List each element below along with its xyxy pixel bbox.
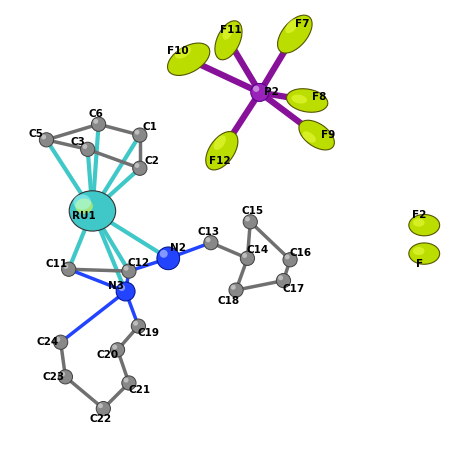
Ellipse shape (98, 403, 103, 408)
Ellipse shape (122, 264, 136, 278)
Ellipse shape (299, 120, 334, 150)
Ellipse shape (157, 247, 180, 270)
Ellipse shape (131, 319, 146, 333)
Text: C5: C5 (28, 129, 44, 139)
Ellipse shape (413, 219, 425, 227)
Ellipse shape (82, 144, 87, 149)
Ellipse shape (276, 273, 291, 288)
Text: F10: F10 (167, 46, 189, 56)
Ellipse shape (278, 275, 283, 280)
Ellipse shape (160, 250, 168, 258)
Text: F9: F9 (321, 130, 336, 140)
Text: N3: N3 (108, 281, 124, 291)
Ellipse shape (243, 215, 257, 229)
Text: C11: C11 (46, 259, 68, 270)
Text: F12: F12 (209, 156, 230, 166)
Text: C20: C20 (96, 350, 118, 361)
Ellipse shape (124, 378, 128, 383)
Ellipse shape (69, 191, 116, 231)
Ellipse shape (409, 243, 439, 264)
Ellipse shape (112, 345, 117, 349)
Ellipse shape (118, 284, 125, 291)
Ellipse shape (283, 253, 297, 267)
Ellipse shape (135, 163, 139, 168)
Ellipse shape (124, 266, 128, 271)
Ellipse shape (175, 46, 191, 58)
Text: C15: C15 (242, 206, 264, 217)
Text: RU1: RU1 (72, 210, 96, 221)
Ellipse shape (41, 135, 46, 139)
Ellipse shape (302, 131, 316, 143)
Ellipse shape (60, 372, 65, 376)
Text: F2: F2 (412, 210, 427, 220)
Ellipse shape (240, 251, 255, 265)
Text: C16: C16 (290, 247, 311, 258)
Ellipse shape (167, 43, 210, 75)
Text: C2: C2 (144, 156, 159, 166)
Text: C24: C24 (36, 337, 58, 347)
Ellipse shape (223, 25, 233, 40)
Ellipse shape (54, 335, 68, 349)
Ellipse shape (413, 247, 425, 255)
Text: C18: C18 (218, 295, 240, 306)
Ellipse shape (253, 86, 259, 92)
Ellipse shape (409, 214, 439, 236)
Text: F11: F11 (220, 25, 242, 35)
Ellipse shape (58, 370, 73, 384)
Text: F: F (416, 259, 423, 269)
Text: N2: N2 (170, 243, 186, 253)
Ellipse shape (91, 117, 106, 131)
Text: C21: C21 (128, 385, 150, 395)
Text: F7: F7 (295, 18, 309, 29)
Ellipse shape (214, 135, 226, 150)
Ellipse shape (96, 401, 110, 416)
Ellipse shape (242, 253, 247, 258)
Text: C19: C19 (138, 328, 160, 338)
Ellipse shape (229, 283, 243, 297)
Text: C6: C6 (89, 109, 104, 119)
Text: F8: F8 (312, 91, 326, 102)
Text: C23: C23 (43, 372, 64, 382)
Text: C22: C22 (90, 414, 112, 424)
Ellipse shape (73, 194, 91, 210)
Text: C1: C1 (143, 121, 158, 132)
Ellipse shape (206, 237, 210, 242)
Ellipse shape (62, 262, 76, 276)
Ellipse shape (75, 199, 93, 214)
Ellipse shape (204, 236, 218, 250)
Ellipse shape (39, 133, 54, 147)
Ellipse shape (278, 15, 312, 53)
Text: C14: C14 (247, 245, 269, 255)
Ellipse shape (93, 119, 98, 124)
Ellipse shape (215, 21, 242, 60)
Ellipse shape (64, 264, 68, 269)
Ellipse shape (133, 128, 147, 142)
Text: P2: P2 (264, 87, 279, 98)
Ellipse shape (133, 161, 147, 175)
Ellipse shape (133, 321, 138, 326)
Ellipse shape (55, 337, 60, 342)
Ellipse shape (110, 343, 125, 357)
Ellipse shape (116, 282, 135, 301)
Ellipse shape (285, 19, 299, 33)
Ellipse shape (292, 95, 307, 104)
Ellipse shape (285, 255, 290, 259)
Ellipse shape (245, 217, 250, 221)
Ellipse shape (135, 130, 139, 135)
Text: C13: C13 (198, 227, 219, 237)
Ellipse shape (81, 142, 95, 156)
Text: C17: C17 (283, 284, 305, 294)
Ellipse shape (286, 89, 328, 112)
Ellipse shape (122, 376, 136, 390)
Ellipse shape (206, 131, 238, 170)
Ellipse shape (251, 83, 269, 101)
Text: C3: C3 (71, 137, 86, 147)
Ellipse shape (231, 285, 236, 290)
Text: C12: C12 (128, 257, 149, 268)
